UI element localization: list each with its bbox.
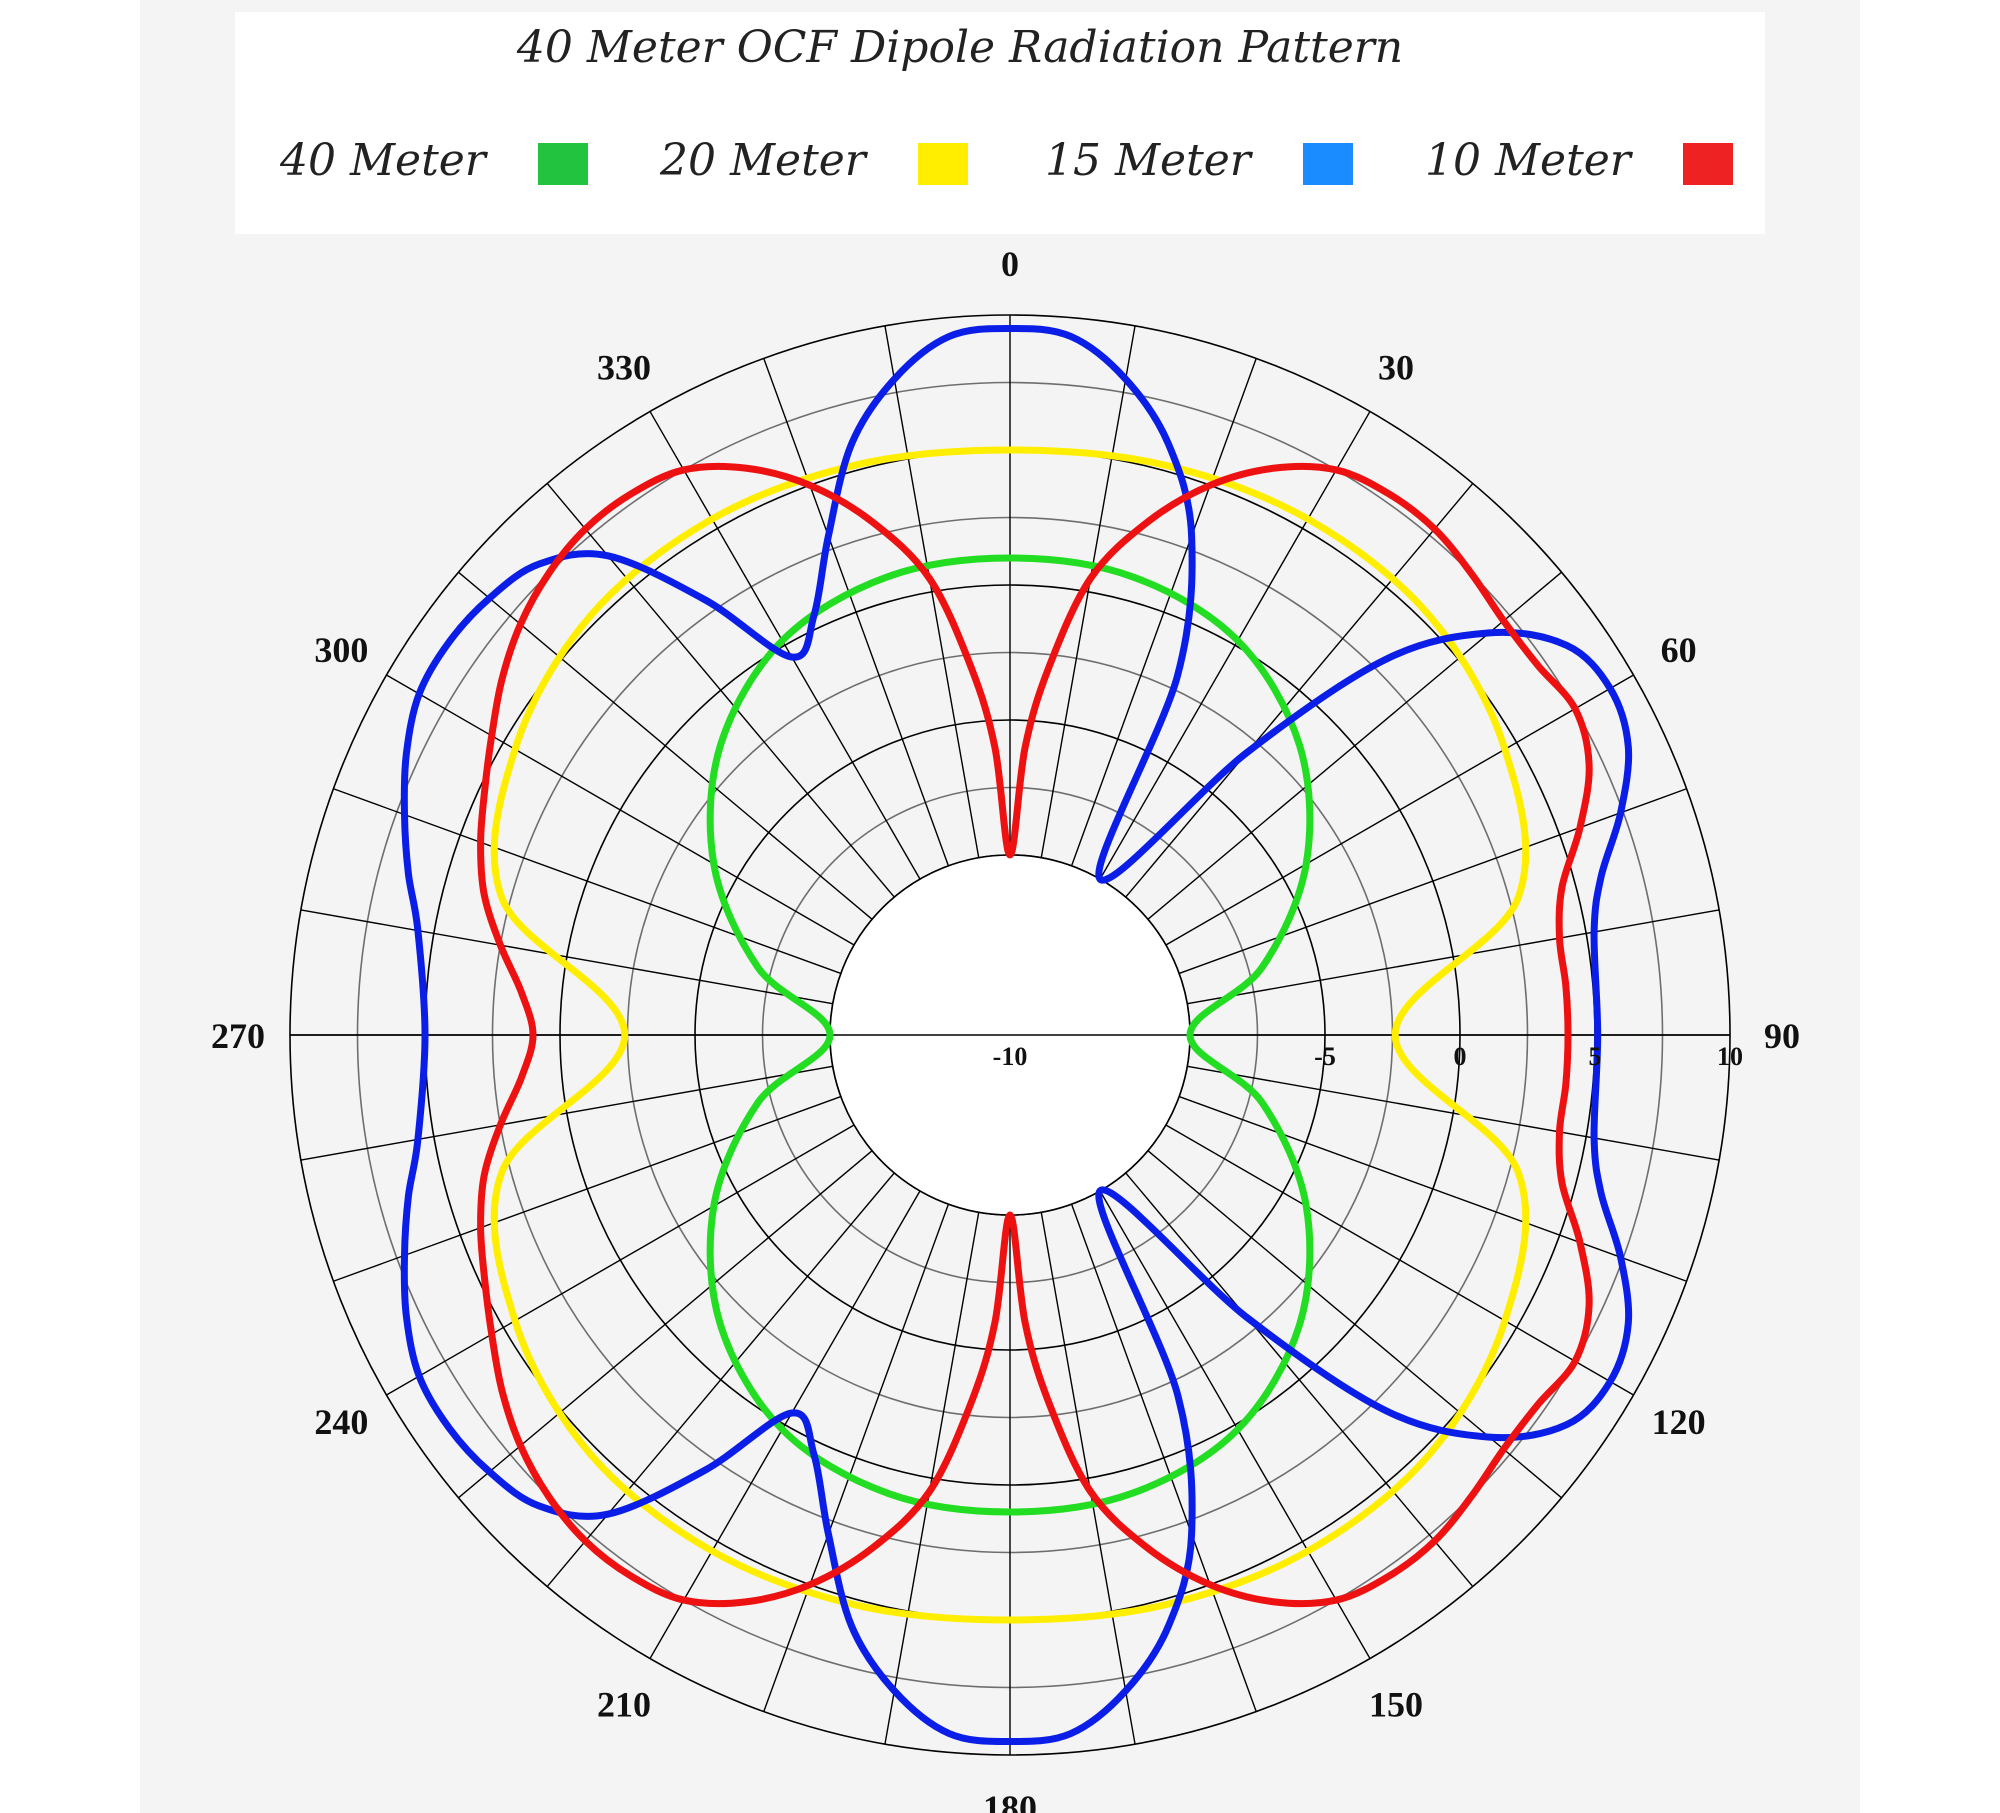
spoke-310 [457,571,873,920]
legend-swatch-0 [538,143,588,185]
radial-tick-label-1: -5 [1314,1042,1336,1071]
radial-tick-label-2: 0 [1454,1042,1467,1071]
legend: 40 Meter 20 Meter 15 Meter 10 Meter [279,135,1733,186]
spoke-240 [386,1124,855,1396]
angle-tick-label-60: 60 [1661,630,1697,670]
spoke-120 [1165,1124,1634,1396]
spoke-260 [300,1065,833,1161]
spoke-250 [333,1095,842,1282]
spoke-170 [1040,1212,1136,1745]
spoke-200 [763,1203,950,1712]
spoke-10 [1040,325,1136,858]
spoke-70 [1178,788,1687,975]
chart-title: 40 Meter OCF Dipole Radiation Pattern [516,22,1403,73]
radial-tick-label-3: 5 [1589,1042,1602,1071]
spoke-80 [1187,909,1720,1005]
spoke-110 [1178,1095,1687,1282]
radial-tick-label-4: 10 [1717,1042,1743,1071]
angle-tick-label-240: 240 [314,1402,368,1442]
spoke-230 [457,1150,873,1499]
polar-grid [289,314,1731,1756]
legend-swatch-3 [1683,143,1733,185]
spoke-280 [300,909,833,1005]
angle-tick-label-330: 330 [597,347,651,387]
spoke-160 [1070,1203,1257,1712]
spoke-100 [1187,1065,1720,1161]
series-line-15-meter [400,324,1633,1746]
angle-tick-label-0: 0 [1001,244,1019,284]
angle-tick-label-150: 150 [1369,1685,1423,1725]
spoke-190 [884,1212,980,1745]
spoke-340 [763,358,950,867]
angle-tick-label-270: 270 [211,1016,265,1056]
series-line-40-meter [706,554,1314,1516]
spoke-210 [649,1190,921,1659]
angle-tick-label-300: 300 [314,630,368,670]
legend-label-3: 10 Meter [1425,135,1634,186]
legend-label-2: 15 Meter [1045,135,1254,186]
series-line-10-meter [477,462,1593,1608]
spoke-20 [1070,358,1257,867]
legend-swatch-1 [918,143,968,185]
spoke-330 [649,411,921,880]
spoke-30 [1099,411,1371,880]
spoke-40 [1125,482,1474,898]
header-box [235,12,1765,234]
angle-tick-label-90: 90 [1764,1016,1800,1056]
spoke-150 [1099,1190,1371,1659]
series-group [400,324,1633,1746]
spoke-140 [1125,1172,1474,1588]
angle-tick-label-210: 210 [597,1685,651,1725]
spoke-290 [333,788,842,975]
angle-tick-label-180: 180 [983,1788,1037,1813]
spoke-350 [884,325,980,858]
legend-swatch-2 [1303,143,1353,185]
angle-tick-label-30: 30 [1378,347,1414,387]
legend-label-0: 40 Meter [279,135,489,186]
spoke-300 [386,674,855,946]
series-line-20-meter [490,446,1530,1624]
spoke-60 [1165,674,1634,946]
radial-tick-label-0: -10 [993,1042,1028,1071]
tick-labels: 0 30 60 90 120 150 180 210 240 270 300 330 -10 -5 0 5 10 [211,244,1800,1813]
legend-label-1: 20 Meter [659,135,869,186]
angle-tick-label-120: 120 [1652,1402,1706,1442]
